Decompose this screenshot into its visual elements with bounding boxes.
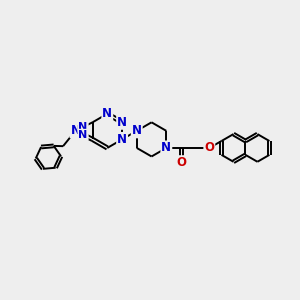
Text: O: O — [204, 141, 214, 154]
Text: N: N — [117, 133, 127, 146]
Text: N: N — [102, 107, 112, 120]
Text: O: O — [177, 156, 187, 169]
Text: N: N — [132, 124, 142, 137]
Text: N: N — [161, 141, 171, 154]
Text: N: N — [70, 124, 80, 137]
Text: N: N — [79, 122, 88, 132]
Text: N: N — [117, 116, 127, 129]
Text: N: N — [79, 130, 88, 140]
